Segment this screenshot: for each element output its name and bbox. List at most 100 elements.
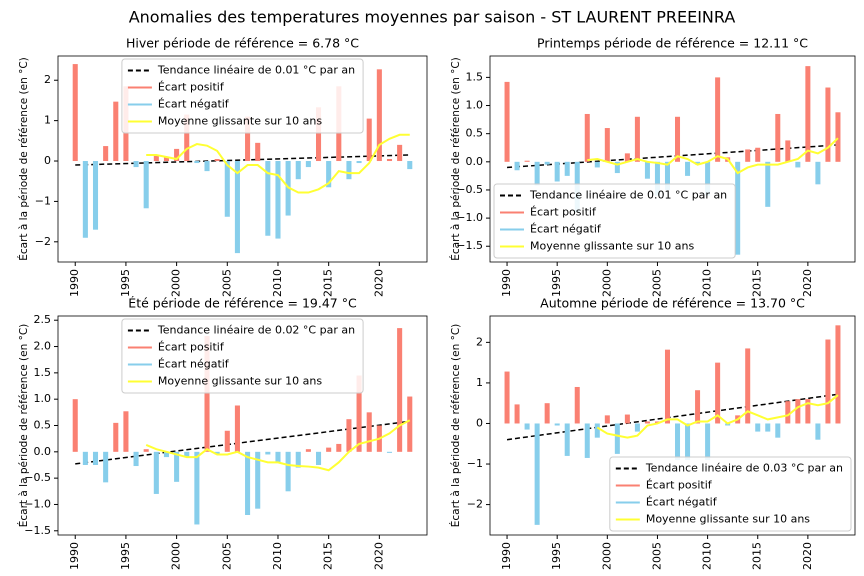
bar <box>594 161 600 168</box>
moving-average-line <box>146 133 410 194</box>
bar <box>815 161 821 185</box>
bar <box>133 451 139 467</box>
y-tick-label: 1 <box>44 114 51 127</box>
bar <box>765 161 771 207</box>
x-tick-label: 2010 <box>701 542 714 570</box>
bar <box>376 69 382 162</box>
bar <box>835 112 841 162</box>
bar <box>574 386 580 424</box>
y-tick-label: 0.5 <box>34 419 52 432</box>
y-tick-label: 2.0 <box>34 340 52 353</box>
legend-label: Moyenne glissante sur 10 ans <box>158 375 322 388</box>
bar <box>366 412 372 452</box>
bar <box>153 451 159 494</box>
bar <box>275 451 281 463</box>
legend-label: Écart négatif <box>158 358 230 371</box>
bar <box>624 153 630 162</box>
y-tick-label: 0.5 <box>466 127 484 140</box>
x-tick-label: 2000 <box>170 269 183 297</box>
x-tick-label: 1990 <box>68 542 81 570</box>
bar <box>224 430 230 452</box>
bar <box>695 390 701 424</box>
bar <box>524 423 530 430</box>
bar <box>214 159 220 162</box>
plot-frame <box>489 55 856 263</box>
bar <box>295 451 301 468</box>
x-tick-label: 2015 <box>322 542 335 570</box>
bar <box>775 113 781 162</box>
x-tick-label: 2015 <box>322 269 335 297</box>
bar <box>174 451 180 482</box>
y-tick-label: −2 <box>467 498 483 511</box>
legend-label: Moyenne glissante sur 10 ans <box>158 115 322 128</box>
bar <box>103 146 109 162</box>
legend-box <box>121 318 364 394</box>
bar <box>534 423 540 525</box>
y-tick-label: −1.5 <box>24 524 51 537</box>
y-tick-label: 1 <box>476 376 483 389</box>
moving-average-line <box>596 394 839 439</box>
bar <box>386 451 393 453</box>
moving-average-line <box>145 419 411 472</box>
bar <box>285 451 291 492</box>
bar <box>735 161 741 255</box>
bar <box>785 401 791 424</box>
bar <box>584 113 590 162</box>
subplot-title: Automne période de référence = 13.70 °C <box>540 296 805 311</box>
legend-label: Écart négatif <box>530 223 602 236</box>
bar <box>755 423 761 432</box>
bar <box>554 161 560 182</box>
legend-label: Écart positif <box>158 81 225 94</box>
x-tick-label: 2000 <box>600 269 613 297</box>
x-tick-label: 2000 <box>600 542 613 570</box>
bar <box>594 423 600 438</box>
bar <box>715 362 721 424</box>
bar <box>544 161 550 165</box>
x-tick-label: 2005 <box>650 269 663 297</box>
bar <box>255 451 261 509</box>
bar <box>245 116 251 162</box>
bar <box>624 414 630 424</box>
bar <box>103 451 109 483</box>
bar <box>194 161 200 164</box>
y-axis-label: Écart à la période de référence (en °C) <box>17 324 30 527</box>
bar <box>785 140 791 162</box>
subplot-title: Printemps période de référence = 12.11 °… <box>537 36 808 51</box>
bar <box>524 160 530 162</box>
y-tick-label: 0.0 <box>34 445 52 458</box>
bar <box>255 142 261 162</box>
bar <box>92 451 99 465</box>
legend-label: Écart positif <box>646 479 713 492</box>
y-axis-label: Écart à la période de référence (en °C) <box>449 57 462 260</box>
trend-line <box>75 420 410 465</box>
bar <box>815 423 821 440</box>
bar <box>514 161 520 171</box>
bar <box>204 161 210 172</box>
legend-label: Écart positif <box>158 341 225 354</box>
bar <box>346 419 352 452</box>
bar <box>775 423 781 438</box>
bar <box>544 403 550 424</box>
bar <box>224 161 230 217</box>
trend-line <box>506 144 839 169</box>
y-tick-label: −1 <box>467 457 483 470</box>
y-tick-label: −1.0 <box>24 497 51 510</box>
bar <box>825 87 831 162</box>
legend-label: Écart positif <box>530 206 597 219</box>
x-tick-label: 1995 <box>119 542 132 570</box>
bar <box>275 161 281 239</box>
x-tick-label: 2000 <box>170 542 183 570</box>
bar <box>795 161 801 168</box>
bar <box>356 375 362 452</box>
subplot: Été période de référence = 19.47 °C Écart… <box>17 296 428 570</box>
x-tick-label: 1995 <box>119 269 132 297</box>
y-tick-label: 1.0 <box>466 99 484 112</box>
x-tick-label: 1995 <box>550 542 563 570</box>
legend-label: Tendance linéaire de 0.03 °C par an <box>645 462 843 475</box>
legend: Tendance linéaire de 0.01 °C par an Écart… <box>493 183 736 259</box>
bar <box>675 423 681 460</box>
bar <box>705 423 711 460</box>
bar <box>715 77 721 162</box>
x-tick-label: 2020 <box>801 269 814 297</box>
bar <box>356 161 362 164</box>
